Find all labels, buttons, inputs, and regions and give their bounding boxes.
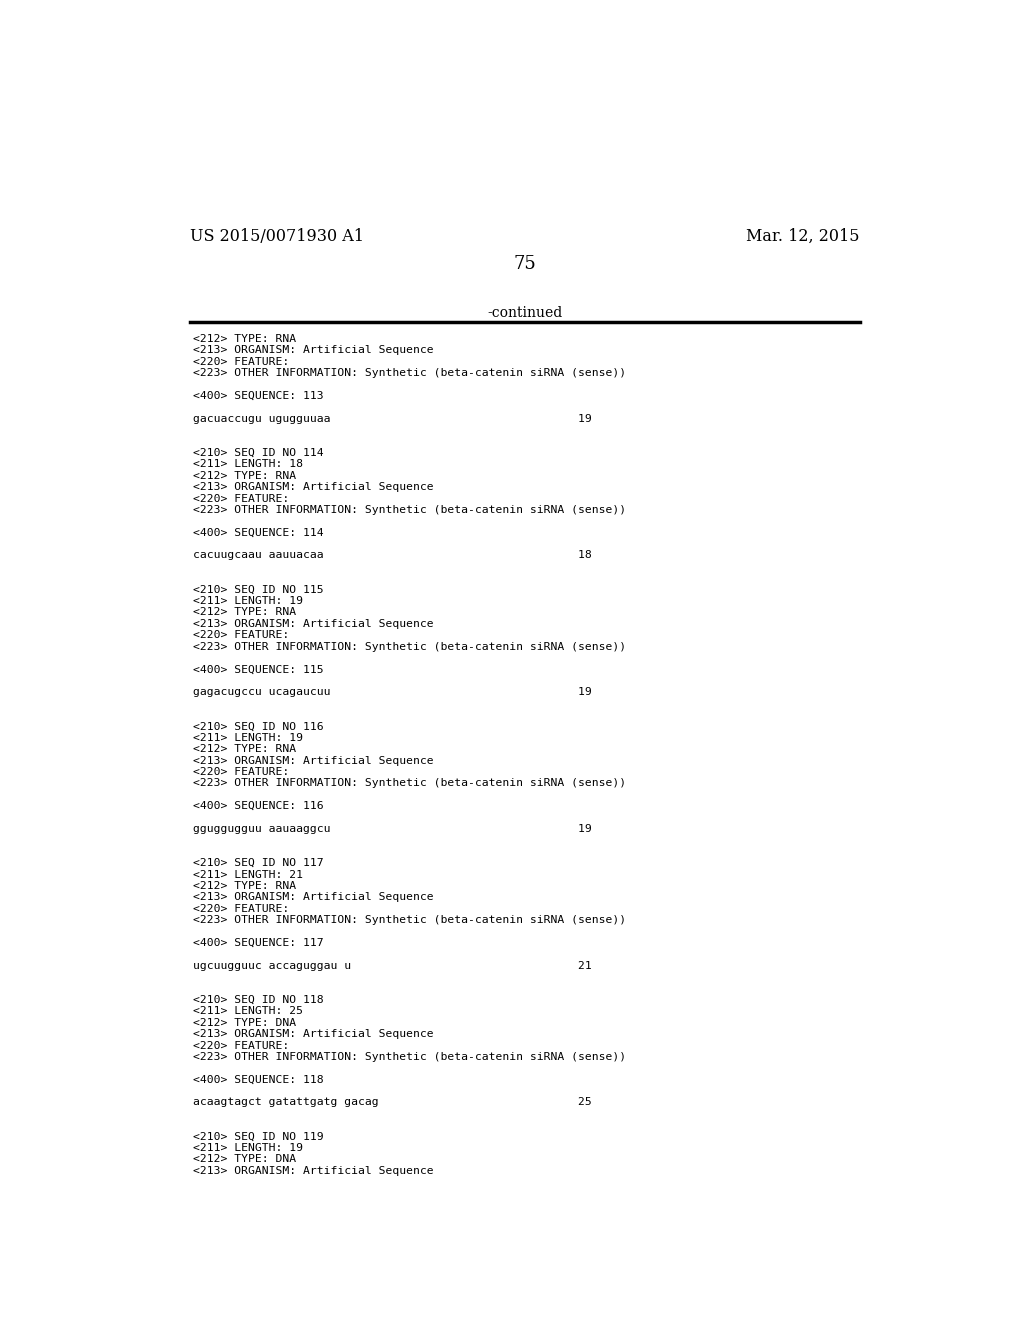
Text: <212> TYPE: RNA: <212> TYPE: RNA bbox=[194, 880, 296, 891]
Text: <210> SEQ ID NO 116: <210> SEQ ID NO 116 bbox=[194, 722, 324, 731]
Text: <220> FEATURE:: <220> FEATURE: bbox=[194, 494, 290, 503]
Text: <212> TYPE: RNA: <212> TYPE: RNA bbox=[194, 744, 296, 754]
Text: gagacugccu ucagaucuu                                    19: gagacugccu ucagaucuu 19 bbox=[194, 688, 592, 697]
Text: <223> OTHER INFORMATION: Synthetic (beta-catenin siRNA (sense)): <223> OTHER INFORMATION: Synthetic (beta… bbox=[194, 506, 627, 515]
Text: <220> FEATURE:: <220> FEATURE: bbox=[194, 767, 290, 777]
Text: <220> FEATURE:: <220> FEATURE: bbox=[194, 630, 290, 640]
Text: <211> LENGTH: 25: <211> LENGTH: 25 bbox=[194, 1006, 303, 1016]
Text: <400> SEQUENCE: 118: <400> SEQUENCE: 118 bbox=[194, 1074, 324, 1085]
Text: <220> FEATURE:: <220> FEATURE: bbox=[194, 356, 290, 367]
Text: <400> SEQUENCE: 116: <400> SEQUENCE: 116 bbox=[194, 801, 324, 812]
Text: <400> SEQUENCE: 114: <400> SEQUENCE: 114 bbox=[194, 528, 324, 537]
Text: <223> OTHER INFORMATION: Synthetic (beta-catenin siRNA (sense)): <223> OTHER INFORMATION: Synthetic (beta… bbox=[194, 368, 627, 378]
Text: gguggugguu aauaaggcu                                    19: gguggugguu aauaaggcu 19 bbox=[194, 824, 592, 834]
Text: <210> SEQ ID NO 117: <210> SEQ ID NO 117 bbox=[194, 858, 324, 869]
Text: ugcuugguuc accaguggau u                                 21: ugcuugguuc accaguggau u 21 bbox=[194, 961, 592, 970]
Text: <220> FEATURE:: <220> FEATURE: bbox=[194, 904, 290, 913]
Text: <210> SEQ ID NO 119: <210> SEQ ID NO 119 bbox=[194, 1131, 324, 1142]
Text: <213> ORGANISM: Artificial Sequence: <213> ORGANISM: Artificial Sequence bbox=[194, 1030, 434, 1039]
Text: 75: 75 bbox=[513, 255, 537, 273]
Text: <211> LENGTH: 19: <211> LENGTH: 19 bbox=[194, 1143, 303, 1154]
Text: Mar. 12, 2015: Mar. 12, 2015 bbox=[746, 227, 859, 244]
Text: <400> SEQUENCE: 113: <400> SEQUENCE: 113 bbox=[194, 391, 324, 401]
Text: <223> OTHER INFORMATION: Synthetic (beta-catenin siRNA (sense)): <223> OTHER INFORMATION: Synthetic (beta… bbox=[194, 779, 627, 788]
Text: <212> TYPE: RNA: <212> TYPE: RNA bbox=[194, 334, 296, 345]
Text: <212> TYPE: DNA: <212> TYPE: DNA bbox=[194, 1155, 296, 1164]
Text: <213> ORGANISM: Artificial Sequence: <213> ORGANISM: Artificial Sequence bbox=[194, 1166, 434, 1176]
Text: <211> LENGTH: 21: <211> LENGTH: 21 bbox=[194, 870, 303, 879]
Text: <211> LENGTH: 18: <211> LENGTH: 18 bbox=[194, 459, 303, 470]
Text: cacuugcaau aauuacaa                                     18: cacuugcaau aauuacaa 18 bbox=[194, 550, 592, 561]
Text: <213> ORGANISM: Artificial Sequence: <213> ORGANISM: Artificial Sequence bbox=[194, 892, 434, 903]
Text: <223> OTHER INFORMATION: Synthetic (beta-catenin siRNA (sense)): <223> OTHER INFORMATION: Synthetic (beta… bbox=[194, 642, 627, 652]
Text: <211> LENGTH: 19: <211> LENGTH: 19 bbox=[194, 733, 303, 743]
Text: <211> LENGTH: 19: <211> LENGTH: 19 bbox=[194, 597, 303, 606]
Text: <213> ORGANISM: Artificial Sequence: <213> ORGANISM: Artificial Sequence bbox=[194, 482, 434, 492]
Text: <210> SEQ ID NO 115: <210> SEQ ID NO 115 bbox=[194, 585, 324, 595]
Text: <212> TYPE: RNA: <212> TYPE: RNA bbox=[194, 471, 296, 480]
Text: <212> TYPE: RNA: <212> TYPE: RNA bbox=[194, 607, 296, 618]
Text: <213> ORGANISM: Artificial Sequence: <213> ORGANISM: Artificial Sequence bbox=[194, 755, 434, 766]
Text: <220> FEATURE:: <220> FEATURE: bbox=[194, 1040, 290, 1051]
Text: US 2015/0071930 A1: US 2015/0071930 A1 bbox=[190, 227, 364, 244]
Text: gacuaccugu ugugguuaa                                    19: gacuaccugu ugugguuaa 19 bbox=[194, 413, 592, 424]
Text: <223> OTHER INFORMATION: Synthetic (beta-catenin siRNA (sense)): <223> OTHER INFORMATION: Synthetic (beta… bbox=[194, 1052, 627, 1061]
Text: <210> SEQ ID NO 118: <210> SEQ ID NO 118 bbox=[194, 995, 324, 1005]
Text: <223> OTHER INFORMATION: Synthetic (beta-catenin siRNA (sense)): <223> OTHER INFORMATION: Synthetic (beta… bbox=[194, 915, 627, 925]
Text: acaagtagct gatattgatg gacag                             25: acaagtagct gatattgatg gacag 25 bbox=[194, 1097, 592, 1107]
Text: <210> SEQ ID NO 114: <210> SEQ ID NO 114 bbox=[194, 447, 324, 458]
Text: <212> TYPE: DNA: <212> TYPE: DNA bbox=[194, 1018, 296, 1028]
Text: <213> ORGANISM: Artificial Sequence: <213> ORGANISM: Artificial Sequence bbox=[194, 346, 434, 355]
Text: <400> SEQUENCE: 115: <400> SEQUENCE: 115 bbox=[194, 664, 324, 675]
Text: <213> ORGANISM: Artificial Sequence: <213> ORGANISM: Artificial Sequence bbox=[194, 619, 434, 628]
Text: -continued: -continued bbox=[487, 306, 562, 321]
Text: <400> SEQUENCE: 117: <400> SEQUENCE: 117 bbox=[194, 939, 324, 948]
